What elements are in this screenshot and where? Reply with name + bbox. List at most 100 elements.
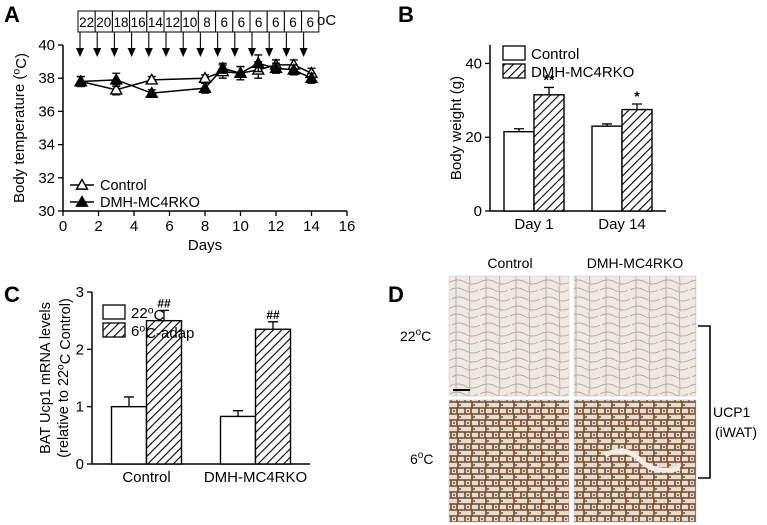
y-tick-label: 0 xyxy=(474,203,482,220)
schedule-temp: 6 xyxy=(238,15,246,30)
side-bracket xyxy=(698,325,711,479)
panel-d: Control DMH-MC4RKO 22oC 6oC UCP1 (iWAT) xyxy=(400,255,757,523)
schedule-temp: 16 xyxy=(131,15,146,30)
schedule-temp: 6 xyxy=(255,15,263,30)
legend-label: 22oC xyxy=(131,304,165,324)
category-label: DMH-MC4RKO xyxy=(204,469,307,486)
error-bar xyxy=(124,396,134,407)
data-point xyxy=(109,82,123,95)
data-point xyxy=(198,81,212,93)
schedule-temp: 18 xyxy=(113,15,128,30)
schedule-arrow-head xyxy=(213,48,222,57)
schedule-arrow-head xyxy=(127,48,136,57)
image-control-22c xyxy=(448,275,570,397)
schedule-temp: 6 xyxy=(289,15,297,30)
schedule-arrow-head xyxy=(248,48,256,57)
side-label-iwat: (iWAT) xyxy=(715,424,757,440)
row-label-6c: 6oC xyxy=(410,450,433,467)
bar xyxy=(219,415,257,465)
temperature-schedule: 22 20 18 16 14 12 10 8 6 6 6 6 6 6 xyxy=(76,10,320,57)
data-point xyxy=(269,61,283,74)
legend-label: Control xyxy=(531,46,579,63)
row-label-22c: 22oC xyxy=(400,327,431,344)
schedule-temp: 22 xyxy=(79,15,94,30)
bar xyxy=(591,125,623,212)
x-tick-label: 2 xyxy=(94,218,102,235)
series-line-mc4rko xyxy=(80,62,312,94)
schedule-temp: 20 xyxy=(96,15,111,30)
category-label: Control xyxy=(122,469,170,486)
legend-label: DMH-MC4RKO xyxy=(531,64,634,81)
legend-marker xyxy=(75,178,89,190)
x-tick-label: 16 xyxy=(339,218,356,235)
bar xyxy=(110,405,148,465)
schedule-box xyxy=(301,10,320,33)
bar xyxy=(533,94,565,212)
y-axis-label-line2: (relative to 22oC Control) xyxy=(55,298,74,458)
data-point xyxy=(216,61,230,74)
data-point xyxy=(145,72,159,85)
y-axis-label: Body temperature (oC) xyxy=(10,53,30,203)
significance-mark: ** xyxy=(544,71,555,87)
category-label: Day 14 xyxy=(598,216,646,233)
x-tick-label: 8 xyxy=(201,218,209,235)
x-tick-label: 14 xyxy=(303,218,320,235)
bar xyxy=(503,130,535,212)
col-label-control: Control xyxy=(487,255,532,271)
y-tick-label: 38 xyxy=(38,70,55,87)
y-tick-label: 20 xyxy=(465,129,482,146)
data-point xyxy=(251,56,265,69)
panel-label-a: A xyxy=(4,2,20,27)
schedule-arrow-head xyxy=(93,48,102,57)
x-tick-label: 0 xyxy=(59,218,67,235)
y-tick-label: 30 xyxy=(38,203,55,220)
x-tick-label: 6 xyxy=(165,218,173,235)
bar xyxy=(254,328,292,465)
error-bar xyxy=(514,128,524,132)
x-tick-label: 10 xyxy=(232,218,249,235)
significance-mark: * xyxy=(634,88,640,104)
panel-label-c: C xyxy=(4,282,20,307)
y-axis-label: Body weight (g) xyxy=(448,76,465,180)
schedule-temp: 8 xyxy=(203,15,211,30)
y-tick-label: 32 xyxy=(38,170,55,187)
y-tick-label: 40 xyxy=(38,37,55,54)
y-axis-label-line1: BAT Ucp1 mRNA levels xyxy=(38,302,54,454)
y-tick-label: 2 xyxy=(76,341,84,358)
panel-a-chart: 30 32 34 36 38 40 0 2 4 6 8 10 12 14 16 Days Body temper… xyxy=(10,37,355,254)
schedule-arrow-head xyxy=(162,48,170,57)
schedule-arrow-head xyxy=(282,48,291,57)
schedule-arrow-head xyxy=(110,48,119,57)
y-tick-label: 34 xyxy=(38,137,55,154)
image-mc4rko-6c xyxy=(573,399,697,523)
schedule-temp: 6 xyxy=(272,15,280,30)
side-label-ucp1: UCP1 xyxy=(713,404,751,420)
image-mc4rko-22c xyxy=(573,275,697,397)
tissue-fold xyxy=(603,448,681,473)
panel-c-chart: 0123Control##DMH-MC4RKO##22oC6oC-adapBAT… xyxy=(38,284,310,486)
x-tick-label: 4 xyxy=(130,218,138,235)
error-bar xyxy=(602,123,612,127)
legend-swatch xyxy=(102,322,126,338)
significance-mark: ## xyxy=(157,296,171,310)
legend-swatch xyxy=(102,304,126,320)
legend-swatch xyxy=(502,45,526,61)
significance-mark: ## xyxy=(266,308,280,322)
panel-label-d: D xyxy=(388,282,404,307)
data-point xyxy=(287,62,301,75)
y-tick-label: 0 xyxy=(76,456,84,473)
data-point xyxy=(145,86,159,98)
schedule-arrow-head xyxy=(144,48,153,57)
x-axis-label: Days xyxy=(188,237,222,254)
data-point xyxy=(74,74,88,87)
x-tick-label: 12 xyxy=(268,218,285,235)
legend-label: Control xyxy=(100,178,147,194)
schedule-temp: 10 xyxy=(182,15,197,30)
error-bar xyxy=(233,410,243,417)
category-label: Day 1 xyxy=(514,216,553,233)
col-label-dmh-mc4rko: DMH-MC4RKO xyxy=(587,255,684,271)
error-bar xyxy=(268,321,278,330)
